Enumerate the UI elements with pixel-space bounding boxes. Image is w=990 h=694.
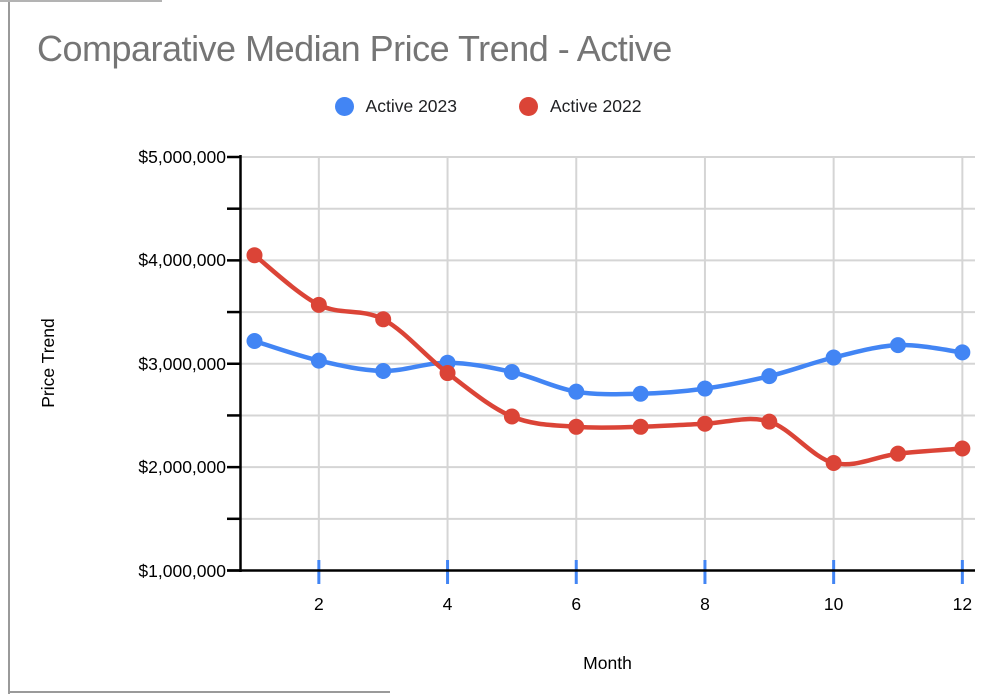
data-point-active-2023-month-5: [503, 364, 520, 381]
data-point-active-2023-month-3: [375, 362, 392, 379]
y-tick-label: $3,000,000: [138, 353, 226, 374]
data-point-active-2022-month-6: [568, 418, 585, 435]
x-tick-label: 8: [700, 594, 710, 614]
data-point-active-2022-month-5: [503, 408, 520, 425]
data-point-active-2023-month-7: [632, 385, 649, 402]
y-tick-label: $1,000,000: [138, 560, 226, 581]
x-tick-label: 6: [571, 594, 582, 614]
series-line-active-2023: [252, 338, 965, 397]
legend-marker-active-2022-icon: [519, 96, 538, 116]
data-point-active-2022-month-7: [632, 418, 649, 435]
data-point-active-2022-month-10: [825, 454, 842, 471]
data-point-active-2022-month-4: [439, 365, 456, 382]
data-point-active-2023-month-12: [954, 344, 971, 361]
y-tick-label: $5,000,000: [138, 147, 226, 167]
data-point-active-2023-month-9: [761, 368, 778, 385]
data-point-active-2023-month-11: [890, 337, 906, 354]
sheet-cell-gridline-top: [0, 0, 162, 2]
sheet-cell-gridline-left: [8, 0, 10, 694]
data-point-active-2023-month-6: [568, 383, 585, 400]
series-line-active-2022: [252, 252, 965, 467]
legend-item-active-2022: Active 2022: [519, 96, 641, 117]
data-series: [246, 247, 971, 471]
x-tick-label: 12: [952, 594, 973, 614]
legend-item-active-2023: Active 2023: [334, 95, 457, 117]
legend: Active 2023 Active 2022: [0, 93, 976, 119]
data-point-active-2023-month-10: [825, 349, 842, 366]
data-point-active-2022-month-8: [696, 415, 713, 432]
data-point-active-2022-month-12: [954, 440, 971, 457]
y-tick-label: $2,000,000: [138, 457, 226, 478]
data-point-active-2023-month-1: [246, 333, 263, 350]
x-tick-label: 10: [823, 594, 844, 614]
data-point-active-2023-month-2: [310, 352, 327, 369]
data-point-active-2022-month-1: [246, 247, 263, 264]
x-tick-label: 4: [442, 594, 453, 614]
y-axis-title: Price Trend: [38, 318, 58, 408]
legend-label-active-2022: Active 2022: [550, 95, 642, 116]
data-point-active-2022-month-11: [890, 445, 906, 462]
data-point-active-2022-month-2: [310, 296, 327, 313]
axis-lines: [227, 155, 975, 572]
chart-title: Comparative Median Price Trend - Active: [37, 28, 672, 69]
data-point-active-2022-month-9: [761, 413, 778, 430]
data-point-active-2023-month-8: [696, 380, 713, 397]
data-point-active-2022-month-3: [375, 311, 392, 328]
x-tick-label: 2: [313, 594, 324, 614]
axis-ticks: [227, 155, 964, 584]
x-axis-title: Month: [583, 653, 632, 673]
gridlines: [240, 156, 975, 571]
legend-label-active-2023: Active 2023: [365, 95, 457, 116]
y-tick-label: $4,000,000: [138, 250, 226, 271]
legend-marker-active-2023-icon: [334, 96, 354, 116]
sheet-cell-gridline-bottom: [8, 691, 390, 693]
